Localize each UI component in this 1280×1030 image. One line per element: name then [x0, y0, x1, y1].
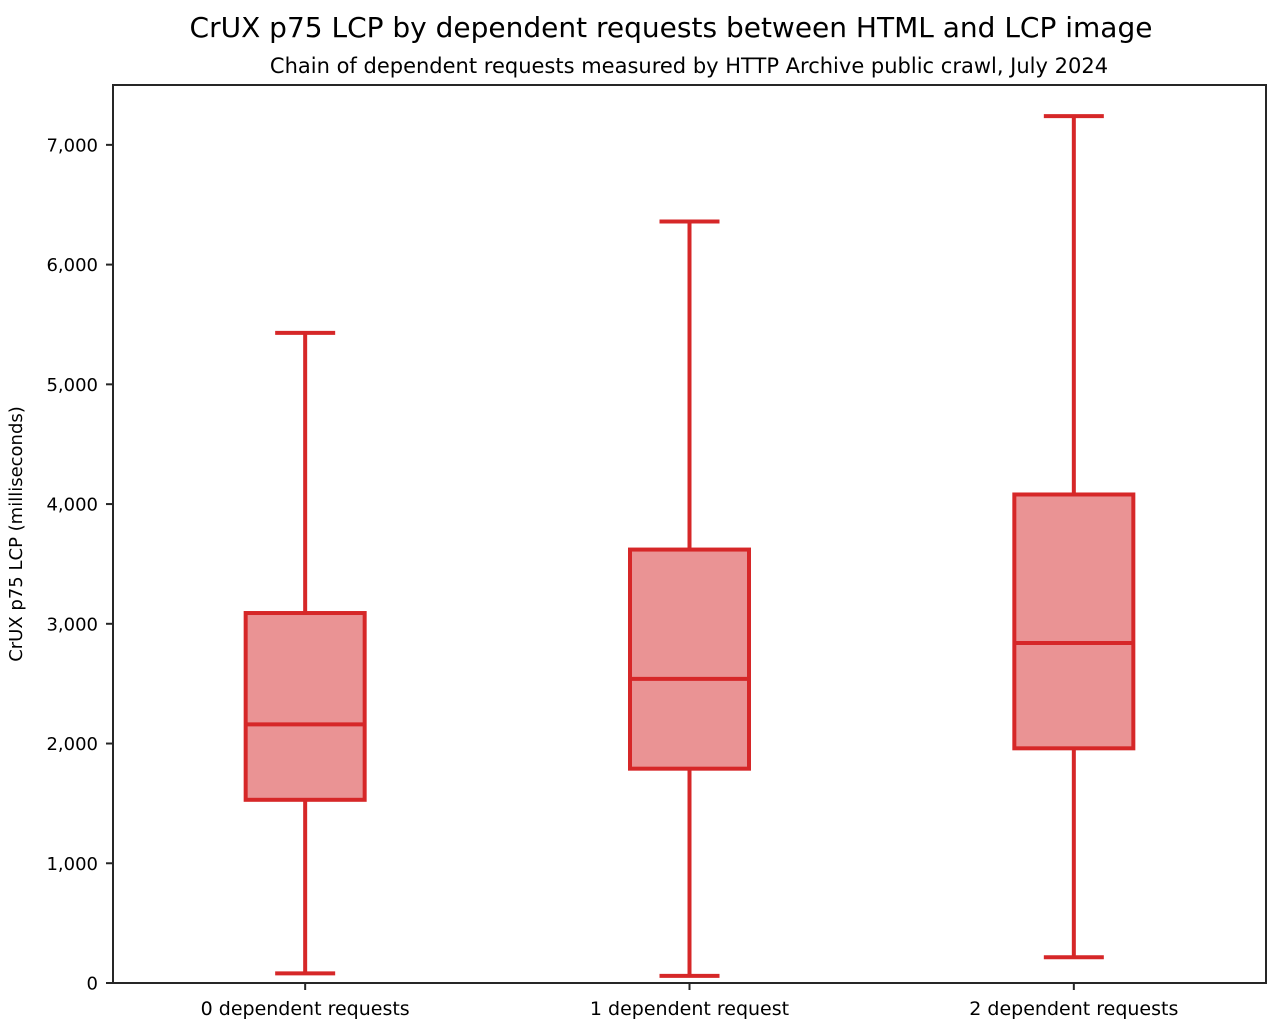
box-group-0: [243, 330, 367, 976]
x-tick-label: 0 dependent requests: [201, 998, 410, 1020]
plot-area: 0 1,000 2,000 3,000 4,000 5,000 6,000 7,000 0 de…: [46, 84, 1267, 1020]
x-tick-label: 1 dependent request: [590, 998, 789, 1020]
y-tick-label: 4,000: [46, 495, 98, 516]
chart-title: CrUX p75 LCP by dependent requests betwe…: [190, 11, 1153, 44]
y-tick-label: 5,000: [46, 375, 98, 396]
y-tick-label: 2,000: [46, 734, 98, 755]
y-tick-label: 1,000: [46, 854, 98, 875]
y-tick-label: 7,000: [46, 135, 98, 156]
y-axis-label: CrUX p75 LCP (milliseconds): [6, 406, 27, 662]
chart-subtitle: Chain of dependent requests measured by …: [270, 54, 1108, 78]
y-tick-label: 6,000: [46, 255, 98, 276]
iqr-box: [628, 547, 751, 771]
x-tick-label: 2 dependent requests: [969, 998, 1178, 1020]
box-group-2: [1012, 114, 1136, 960]
iqr-box: [1012, 492, 1136, 751]
y-tick-label: 0: [87, 974, 98, 995]
iqr-box: [243, 611, 367, 802]
y-tick-label: 3,000: [46, 614, 98, 635]
box-group-1: [628, 219, 751, 978]
